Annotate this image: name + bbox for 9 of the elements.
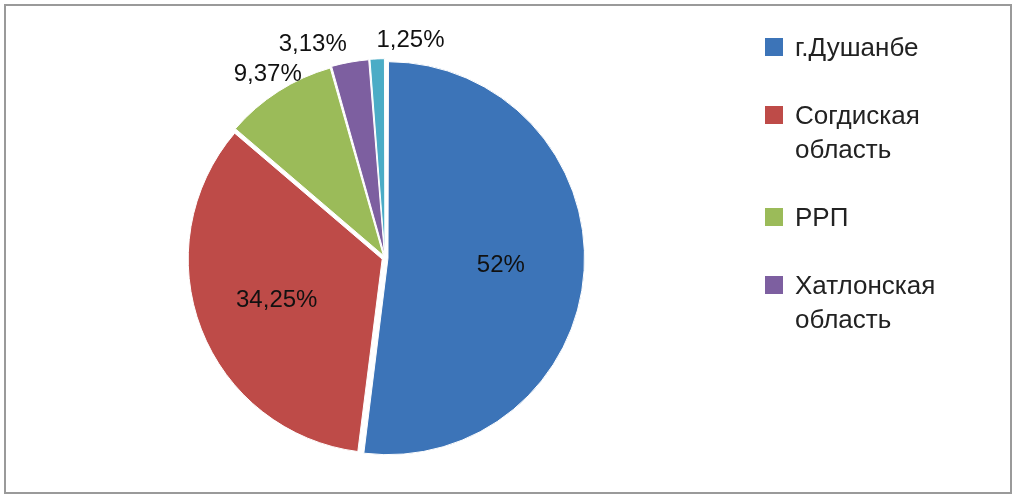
legend-label: Хатлонская область (795, 269, 937, 336)
legend-label: г.Душанбе (795, 31, 919, 64)
data-label: 34,25% (236, 284, 318, 312)
data-label: 9,37% (233, 59, 302, 87)
legend-label: Согдиская область (795, 99, 921, 166)
data-label: 1,25% (376, 25, 445, 53)
data-label: 52% (476, 249, 525, 277)
legend-label: РРП (795, 201, 849, 234)
data-label: 3,13% (278, 28, 347, 56)
